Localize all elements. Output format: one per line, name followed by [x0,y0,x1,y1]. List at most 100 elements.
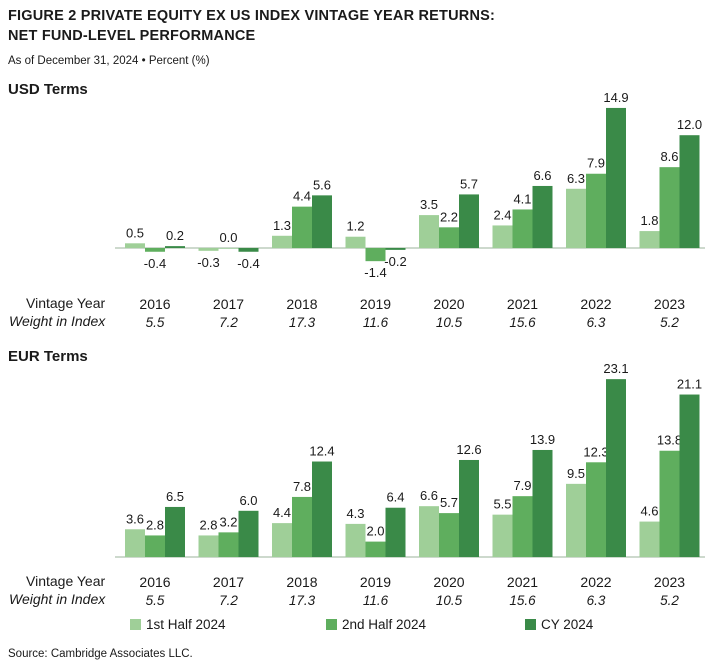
usd-bar-2022-s2 [586,173,606,248]
usd-label-2019-s1: 1.2 [346,219,364,234]
figure-title: FIGURE 2 PRIVATE EQUITY EX US INDEX VINT… [8,6,495,46]
eur-label-2023-s1: 4.6 [640,504,658,519]
eur-label-2019-s3: 6.4 [386,490,404,505]
eur-label-2020-s3: 12.6 [456,442,481,457]
eur-label-2023-s3: 21.1 [677,377,702,392]
usd-bar-2018-s2 [292,206,312,248]
usd-section-title: USD Terms [8,81,88,98]
usd-label-2021-s3: 6.6 [533,168,551,183]
eur-bar-2022-s2 [586,462,606,557]
figure-subtitle: As of December 31, 2024 • Percent (%) [8,55,210,67]
usd-weight-2021: 15.6 [509,315,536,330]
usd-label-2018-s2: 4.4 [293,189,311,204]
usd-label-2017-s2: 0.0 [219,230,237,245]
usd-category-2016: 2016 [139,296,170,312]
usd-bar-2019-s3 [385,248,406,250]
usd-bar-2020-s2 [439,227,459,248]
eur-label-2019-s1: 4.3 [346,506,364,521]
eur-bar-2020-s2 [439,513,459,557]
eur-weight-2020: 10.5 [436,593,463,608]
eur-label-2017-s2: 3.2 [219,514,237,529]
usd-bar-2019-s1 [345,236,366,248]
usd-weight-2022: 6.3 [587,315,606,330]
legend-swatch-2nd-half [326,619,337,630]
usd-category-2019: 2019 [360,296,391,312]
usd-bar-2017-s1 [198,248,219,251]
legend-swatch-1st-half [130,619,141,630]
usd-category-2017: 2017 [213,296,244,312]
eur-bar-2017-s2 [218,532,239,557]
usd-bar-2017-s3 [238,248,259,252]
eur-weight-2016: 5.5 [146,593,165,608]
usd-label-2017-s1: -0.3 [197,255,219,270]
eur-vintage-year-label: Vintage Year [26,573,106,589]
eur-category-2020: 2020 [433,574,464,590]
eur-label-2021-s2: 7.9 [513,478,531,493]
legend-item-2nd-half: 2nd Half 2024 [326,617,426,632]
eur-bar-2020-s3 [459,459,479,557]
usd-label-2020-s1: 3.5 [420,197,438,212]
eur-label-2020-s1: 6.6 [420,488,438,503]
usd-bar-2016-s1 [125,243,145,248]
eur-weight-2021: 15.6 [509,593,536,608]
eur-bar-2021-s3 [532,449,553,557]
eur-bar-2021-s2 [512,496,533,557]
usd-bar-2021-s1 [492,225,513,248]
usd-bar-2016-s2 [145,248,165,252]
eur-bar-2016-s1 [125,529,145,557]
usd-weight-2016: 5.5 [146,315,165,330]
eur-bar-2017-s1 [198,535,219,557]
eur-weight-label: Weight in Index [9,591,106,607]
eur-label-2022-s2: 12.3 [583,444,608,459]
legend-label-cy: CY 2024 [541,617,594,632]
legend-label-2nd-half: 2nd Half 2024 [342,617,427,632]
eur-label-2019-s2: 2.0 [366,524,384,539]
usd-bar-2018-s3 [312,195,332,248]
usd-label-2017-s3: -0.4 [237,256,259,271]
usd-category-2022: 2022 [580,296,611,312]
usd-weight-2017: 7.2 [219,315,238,330]
eur-section-title: EUR Terms [8,348,88,365]
usd-bar-2019-s2 [365,248,386,262]
usd-weight-2019: 11.6 [363,315,389,330]
usd-label-2016-s2: -0.4 [144,256,166,271]
usd-bar-2018-s1 [272,235,292,248]
usd-bar-2021-s3 [532,185,553,248]
usd-bar-2020-s3 [459,194,479,248]
eur-label-2018-s2: 7.8 [293,479,311,494]
eur-label-2022-s3: 23.1 [603,361,628,376]
eur-category-2017: 2017 [213,574,244,590]
usd-bar-2022-s1 [566,188,586,248]
eur-bar-2018-s1 [272,523,292,557]
legend-item-cy: CY 2024 [525,617,593,632]
figure-title-line2: NET FUND-LEVEL PERFORMANCE [8,28,256,44]
eur-label-2018-s3: 12.4 [309,444,334,459]
eur-bar-2017-s3 [238,510,259,557]
usd-label-2016-s3: 0.2 [166,228,184,243]
usd-label-2019-s3: -0.2 [384,254,406,269]
usd-label-2023-s2: 8.6 [660,149,678,164]
eur-bar-2023-s2 [659,450,680,557]
usd-label-2023-s1: 1.8 [640,213,658,228]
eur-bar-2023-s1 [639,521,660,557]
eur-label-2023-s2: 13.8 [657,433,682,448]
usd-bar-2016-s3 [165,246,185,248]
usd-label-2020-s3: 5.7 [460,176,478,191]
usd-bar-2022-s3 [606,107,626,248]
usd-weight-2018: 17.3 [289,315,316,330]
usd-category-2023: 2023 [654,296,685,312]
eur-bar-2020-s1 [419,506,439,557]
usd-weight-label: Weight in Index [9,313,106,329]
usd-bar-2020-s1 [419,215,439,248]
eur-bar-2019-s3 [385,507,406,557]
eur-bar-2022-s3 [606,379,626,557]
eur-label-2021-s1: 5.5 [493,497,511,512]
eur-bar-2023-s3 [679,394,700,557]
eur-label-2017-s3: 6.0 [239,493,257,508]
eur-weight-2017: 7.2 [219,593,238,608]
eur-weight-2022: 6.3 [587,593,606,608]
eur-label-2016-s3: 6.5 [166,489,184,504]
eur-bar-2021-s1 [492,514,513,557]
usd-category-2021: 2021 [507,296,538,312]
eur-weight-2019: 11.6 [363,593,389,608]
